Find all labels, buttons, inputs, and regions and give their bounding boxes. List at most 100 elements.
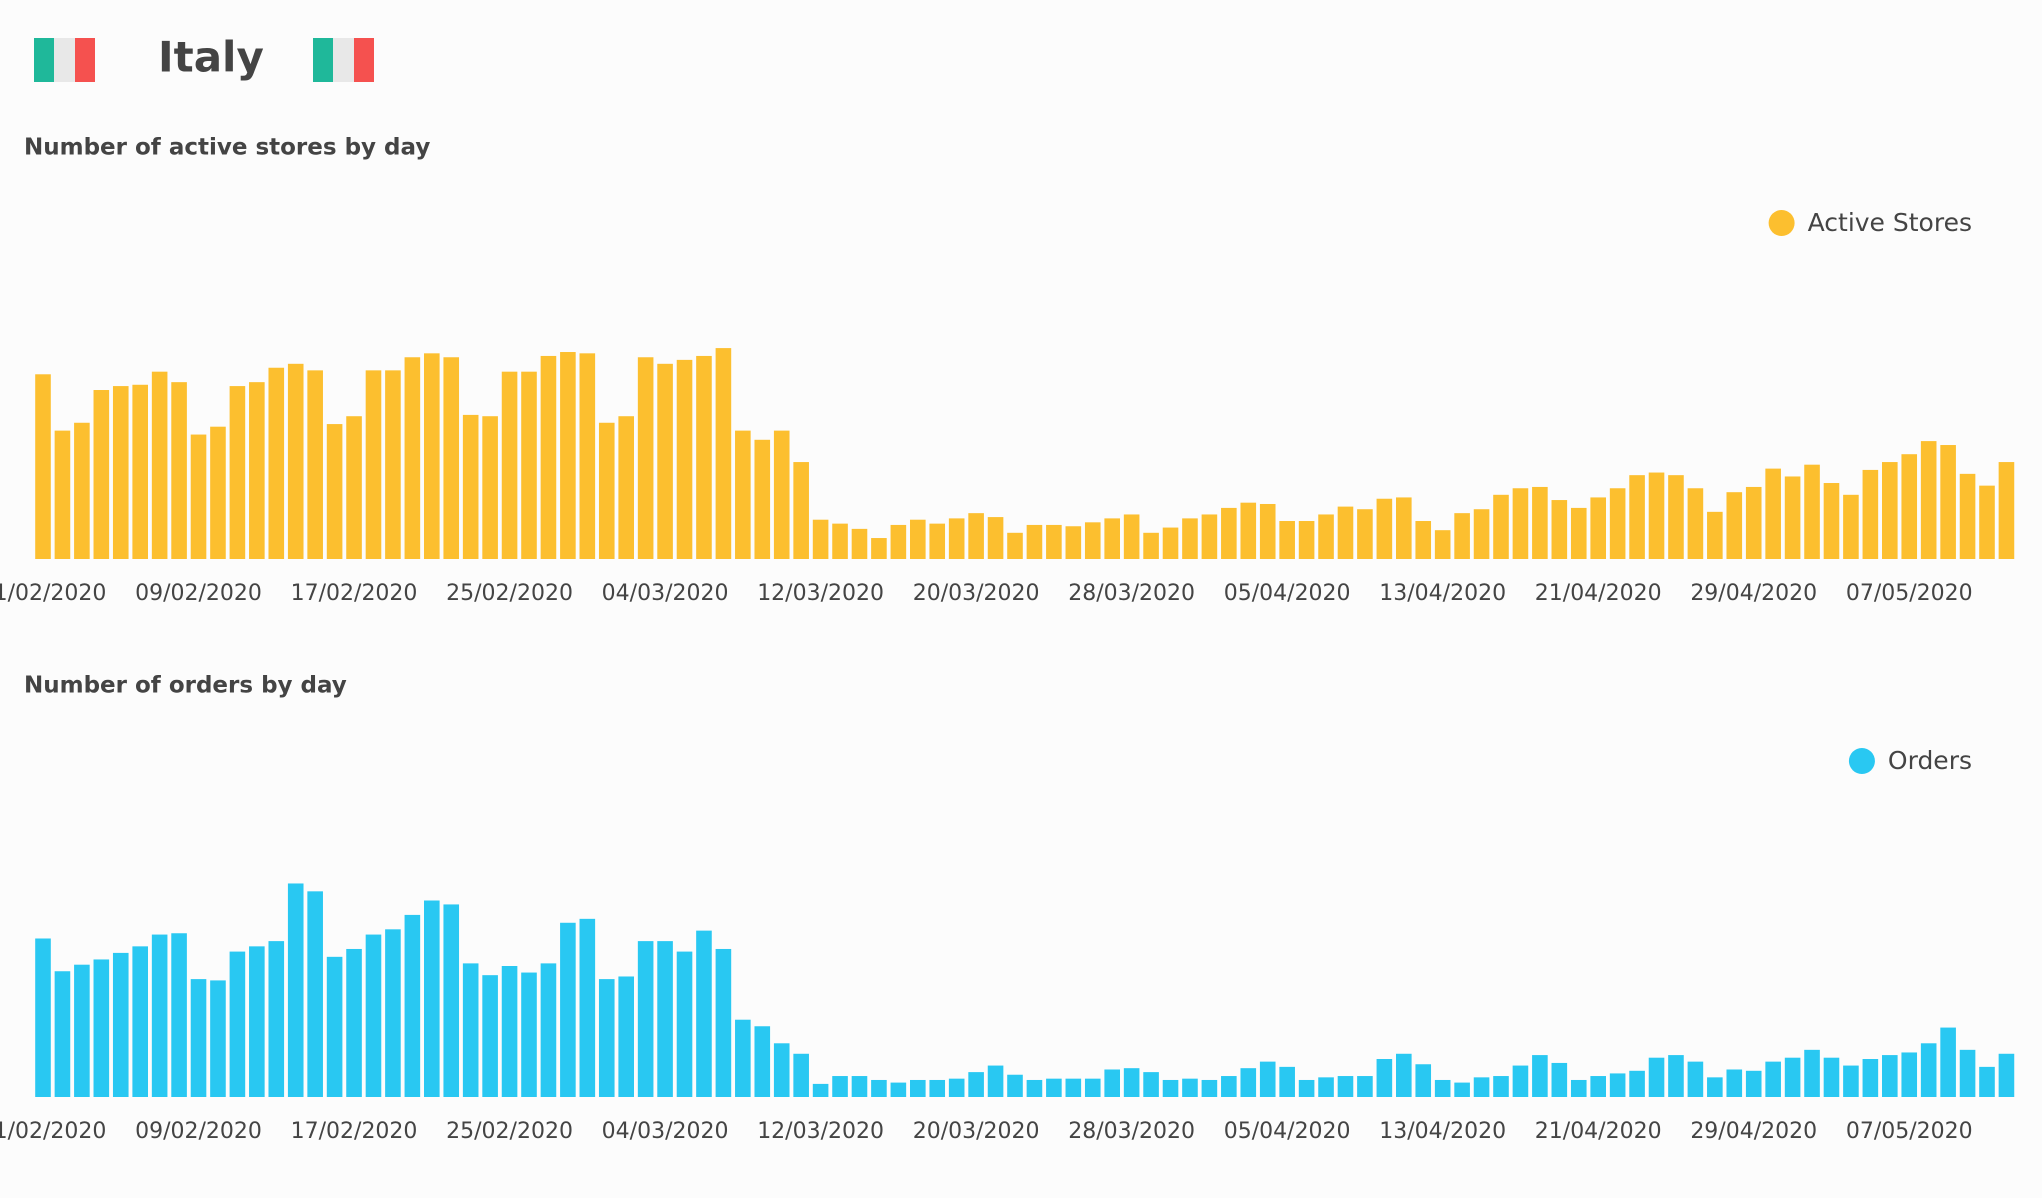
bar xyxy=(696,355,712,559)
bar xyxy=(812,519,829,559)
x-tick-label: 17/02/2020 xyxy=(291,581,418,606)
bar xyxy=(948,518,965,559)
bar xyxy=(424,900,440,1097)
bar xyxy=(890,1082,907,1097)
bar xyxy=(1376,1059,1393,1097)
bar xyxy=(1357,1076,1373,1097)
bar xyxy=(871,538,887,559)
bar xyxy=(1648,1057,1665,1097)
bar xyxy=(1259,503,1276,559)
bar xyxy=(1823,483,1840,559)
bar xyxy=(1590,1076,1606,1097)
chart-title: Number of orders by day xyxy=(24,673,347,699)
bar xyxy=(1065,1078,1082,1097)
bar xyxy=(307,370,323,559)
legend-label: Orders xyxy=(1888,746,1972,775)
bar xyxy=(1007,532,1023,559)
bar xyxy=(1920,441,1937,559)
bar xyxy=(171,382,187,559)
bar xyxy=(229,951,246,1097)
legend-label: Active Stores xyxy=(1808,208,1972,237)
bar xyxy=(1920,1043,1937,1097)
bar xyxy=(871,1079,887,1097)
bar xyxy=(462,414,479,559)
bar xyxy=(1862,469,1879,559)
x-tick-label: 20/03/2020 xyxy=(913,1119,1040,1144)
bar xyxy=(1765,1061,1781,1097)
bar xyxy=(482,416,498,559)
bar xyxy=(773,430,790,559)
bar xyxy=(560,352,576,559)
bar xyxy=(1279,521,1295,559)
bar xyxy=(540,355,557,559)
bar xyxy=(1745,486,1762,559)
bar xyxy=(1804,464,1820,559)
bar xyxy=(1979,1066,1995,1097)
bar xyxy=(1221,1076,1237,1097)
bar xyxy=(851,528,868,559)
bar xyxy=(326,424,343,559)
bar xyxy=(1979,485,1995,559)
bar xyxy=(1551,1062,1568,1097)
bar xyxy=(1396,497,1412,559)
bar xyxy=(1221,507,1237,559)
bar xyxy=(1415,1064,1432,1097)
bar xyxy=(307,891,323,1097)
bar xyxy=(1532,1055,1548,1097)
bar xyxy=(735,430,751,559)
bar xyxy=(1084,1078,1101,1097)
bar xyxy=(793,462,809,559)
bar xyxy=(1901,1052,1918,1097)
bar xyxy=(832,1076,848,1097)
bar xyxy=(54,430,71,559)
bar xyxy=(1434,1079,1451,1097)
bar xyxy=(462,963,479,1097)
bar xyxy=(1143,532,1159,559)
legend-marker xyxy=(1848,748,1875,774)
bar xyxy=(521,371,537,559)
bar xyxy=(287,883,304,1097)
bar xyxy=(968,513,984,559)
x-tick-label: 12/03/2020 xyxy=(757,1119,884,1144)
bar xyxy=(1026,1079,1043,1097)
bar xyxy=(987,517,1004,559)
bar xyxy=(754,1026,771,1097)
bar xyxy=(1512,488,1529,559)
bar xyxy=(1298,1079,1315,1097)
bar xyxy=(482,975,498,1097)
x-tick-label: 07/05/2020 xyxy=(1846,581,1973,606)
bar xyxy=(1707,1077,1723,1097)
bar xyxy=(346,416,362,559)
bar xyxy=(910,1079,926,1097)
bar xyxy=(35,374,51,559)
bar xyxy=(249,946,265,1097)
bar xyxy=(773,1043,790,1097)
bar xyxy=(618,416,634,559)
bar xyxy=(1337,506,1354,559)
chart-title: Number of active stores by day xyxy=(24,135,430,161)
bar xyxy=(1668,475,1684,559)
legend-marker xyxy=(1768,210,1795,236)
flag-left xyxy=(34,38,95,82)
x-tick-label: 09/02/2020 xyxy=(135,1119,262,1144)
x-tick-label: 28/03/2020 xyxy=(1068,1119,1195,1144)
bar xyxy=(1104,1069,1120,1097)
bar xyxy=(346,948,362,1097)
bar xyxy=(54,971,71,1097)
x-tick-label: 01/02/2020 xyxy=(0,581,106,606)
bar xyxy=(1493,1076,1509,1097)
bar xyxy=(968,1072,984,1097)
bar xyxy=(424,353,440,559)
bar xyxy=(1084,522,1101,559)
bar xyxy=(560,922,576,1097)
bar xyxy=(404,914,421,1097)
bar xyxy=(521,972,537,1097)
bar xyxy=(151,934,168,1097)
bar xyxy=(987,1065,1004,1097)
bar xyxy=(1162,527,1179,559)
bar xyxy=(540,963,557,1097)
bar xyxy=(1318,1077,1334,1097)
bar xyxy=(1046,1078,1062,1097)
bar xyxy=(1804,1049,1820,1097)
